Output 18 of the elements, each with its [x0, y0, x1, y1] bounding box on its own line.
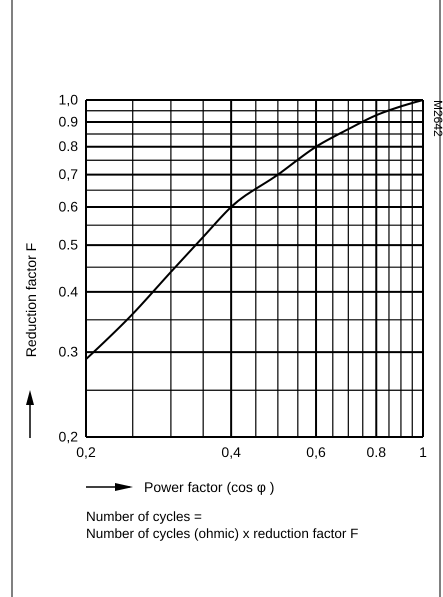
- text: Number of cycles (ohmic) x reduction factor F: [86, 526, 358, 541]
- x-tick-label: 0,4: [221, 444, 242, 460]
- y-tick-label: 1,0: [58, 91, 78, 108]
- y-tick-label: 0.4: [58, 283, 78, 300]
- text: Number of cycles =: [86, 509, 202, 524]
- y-tick-label: 0.6: [58, 198, 78, 214]
- x-tick-label: 0,2: [76, 444, 96, 460]
- y-tick-label: 0,7: [58, 166, 78, 182]
- y-tick-label: 0.5: [58, 236, 78, 253]
- x-tick-label: 0.8: [366, 444, 386, 460]
- x-tick-label: 0,6: [306, 444, 326, 460]
- x-tick-label: 1: [419, 444, 428, 460]
- y-tick-label: 0,2: [58, 428, 78, 444]
- y-tick-label: 0.8: [58, 138, 78, 154]
- y-axis-title: Reduction factor F: [23, 242, 39, 358]
- y-tick-label: 0.9: [58, 114, 78, 130]
- x-axis-title: Power factor (cos φ ): [144, 479, 274, 495]
- y-tick-label: 0.3: [58, 344, 78, 360]
